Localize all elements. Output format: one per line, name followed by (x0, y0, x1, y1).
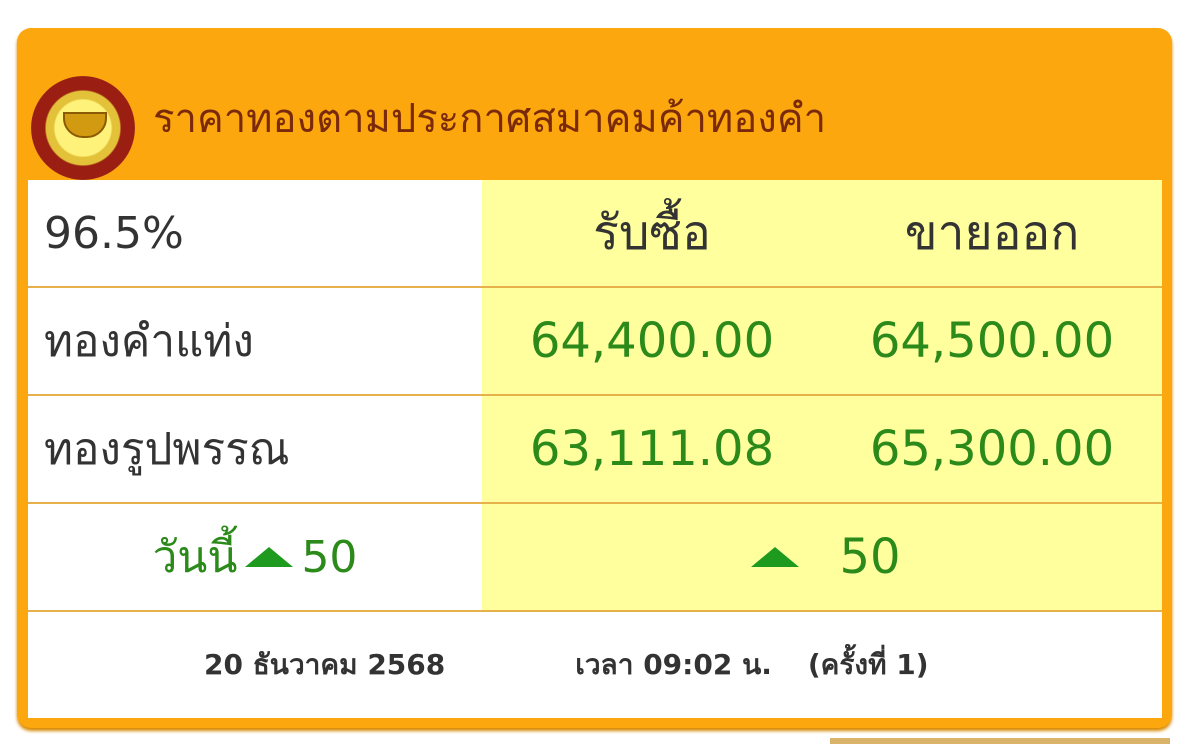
up-arrow-icon (751, 547, 800, 567)
divider (830, 738, 1170, 744)
row-label: ทองรูปพรรณ (28, 396, 482, 502)
table-row: ทองรูปพรรณ 63,111.08 65,300.00 (28, 396, 1162, 504)
buy-price: 63,111.08 (482, 396, 822, 502)
change-row: วันนี้ 50 50 (28, 504, 1162, 612)
price-change-value: 50 (839, 529, 901, 585)
gold-ingot-icon (63, 112, 107, 138)
update-date: 20 ธันวาคม 2568 (204, 648, 446, 681)
table-header-row: 96.5% รับซื้อ ขายออก (28, 180, 1162, 288)
widget-header: ราคาทองตามประกาศสมาคมค้าทองคำ (17, 28, 1172, 180)
buy-price: 64,400.00 (482, 288, 822, 394)
association-logo (31, 76, 135, 180)
price-change: 50 (482, 504, 1162, 610)
today-label: วันนี้ (152, 532, 238, 583)
widget-title: ราคาทองตามประกาศสมาคมค้าทองคำ (153, 96, 827, 142)
update-time: เวลา 09:02 น. (575, 648, 772, 681)
today-change-value: 50 (301, 531, 358, 583)
update-round: (ครั้งที่ 1) (807, 648, 929, 681)
update-footer: 20 ธันวาคม 2568 เวลา 09:02 น. (ครั้งที่ … (28, 612, 1162, 718)
up-arrow-icon (245, 547, 294, 567)
sell-header: ขายออก (822, 180, 1162, 286)
sell-price: 64,500.00 (822, 288, 1162, 394)
buy-header: รับซื้อ (482, 180, 822, 286)
sell-price: 65,300.00 (822, 396, 1162, 502)
gold-price-widget: ราคาทองตามประกาศสมาคมค้าทองคำ 96.5% รับซ… (17, 28, 1172, 728)
today-change: วันนี้ 50 (28, 504, 482, 610)
table-row: ทองคำแท่ง 64,400.00 64,500.00 (28, 288, 1162, 396)
purity-label: 96.5% (28, 180, 482, 286)
row-label: ทองคำแท่ง (28, 288, 482, 394)
price-table: 96.5% รับซื้อ ขายออก ทองคำแท่ง 64,400.00… (28, 180, 1162, 718)
